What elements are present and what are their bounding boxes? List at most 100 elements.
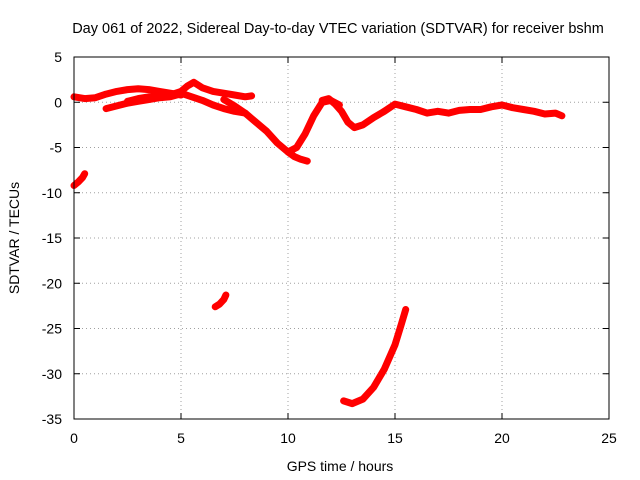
y-tick-label: -5 xyxy=(50,140,63,156)
data-point xyxy=(232,103,237,108)
data-point xyxy=(559,113,564,118)
grid xyxy=(74,57,609,419)
data-point xyxy=(294,145,299,150)
x-tick-label: 15 xyxy=(387,430,403,446)
data-point xyxy=(399,322,404,326)
data-point xyxy=(104,106,109,111)
x-tick-label: 5 xyxy=(177,430,185,446)
data-point xyxy=(213,304,218,309)
data-point xyxy=(146,87,151,92)
data-point xyxy=(249,93,254,98)
data-point xyxy=(305,159,310,164)
x-tick-label: 20 xyxy=(494,430,510,446)
data-point xyxy=(264,129,269,134)
data-point xyxy=(352,125,357,130)
data-point xyxy=(510,105,515,110)
y-tick-label: -20 xyxy=(42,275,62,291)
data-point xyxy=(136,86,141,91)
data-point xyxy=(157,94,162,99)
series-arc-5 xyxy=(220,96,311,165)
data-point xyxy=(292,154,297,159)
data-point xyxy=(345,120,350,125)
data-point xyxy=(221,297,226,302)
data-point xyxy=(76,179,81,184)
data-point xyxy=(243,111,248,116)
data-point xyxy=(371,385,376,390)
data-point xyxy=(189,94,194,99)
data-point xyxy=(339,109,344,114)
data-point xyxy=(521,107,526,112)
data-point xyxy=(136,96,141,101)
data-point xyxy=(350,401,355,406)
data-point xyxy=(457,108,462,113)
data-point xyxy=(211,103,216,107)
data-point xyxy=(114,89,119,94)
data-point xyxy=(403,307,408,312)
data-point xyxy=(253,120,258,125)
data-point xyxy=(446,111,451,116)
x-tick-label: 10 xyxy=(280,430,296,446)
data-point xyxy=(532,109,537,114)
data-point xyxy=(371,115,376,120)
x-tick-label: 25 xyxy=(601,430,617,446)
data-point xyxy=(298,157,303,162)
data-point xyxy=(382,109,387,114)
data-point xyxy=(104,92,109,97)
data-point xyxy=(360,397,365,402)
data-point xyxy=(200,98,205,103)
data-point xyxy=(478,107,483,112)
data-point xyxy=(179,91,183,96)
x-tick-label: 0 xyxy=(70,430,78,446)
data-point xyxy=(125,87,130,92)
data-point xyxy=(191,80,196,85)
data-point xyxy=(217,302,222,307)
data-point xyxy=(333,102,338,107)
data-point xyxy=(341,398,346,403)
y-tick-label: -25 xyxy=(42,321,62,337)
data-point xyxy=(157,89,162,94)
data-point xyxy=(393,342,397,347)
y-axis-label: SDTVAR / TECUs xyxy=(6,182,22,294)
data-point xyxy=(425,111,430,116)
data-point xyxy=(82,171,87,176)
data-point xyxy=(125,99,130,104)
data-point xyxy=(542,112,547,116)
y-tick-label: 5 xyxy=(54,49,62,65)
data-point xyxy=(500,103,504,107)
data-point xyxy=(467,107,472,112)
data-point xyxy=(382,367,387,372)
data-point xyxy=(311,113,316,118)
data-point xyxy=(93,95,98,100)
tick-labels: 0 5 10 15 20 25 5 0 -5 -10 -15 -20 -25 -30 -35 xyxy=(42,49,617,446)
data-point xyxy=(489,104,494,109)
data-point xyxy=(114,103,119,108)
series-arc-6 xyxy=(284,96,343,156)
y-tick-label: -30 xyxy=(42,366,62,382)
data-layer xyxy=(70,78,566,408)
data-point xyxy=(403,104,408,109)
series-arc-9 xyxy=(211,291,230,311)
series-arc-7 xyxy=(318,95,566,132)
data-point xyxy=(200,85,205,90)
data-point xyxy=(303,131,308,136)
y-tick-label: -15 xyxy=(42,230,62,246)
data-point xyxy=(414,107,419,112)
data-point xyxy=(320,98,325,103)
data-point xyxy=(435,109,440,114)
y-tick-label: 0 xyxy=(54,94,62,110)
y-tick-label: -35 xyxy=(42,411,62,427)
y-tick-label: -10 xyxy=(42,185,62,201)
data-point xyxy=(232,93,237,97)
data-point xyxy=(211,89,216,94)
data-point xyxy=(146,94,151,99)
series-arc-10 xyxy=(340,306,410,408)
data-point xyxy=(326,96,331,101)
data-point xyxy=(223,293,228,297)
data-point xyxy=(275,141,280,145)
ticks xyxy=(73,56,610,420)
data-point xyxy=(185,84,190,88)
data-point xyxy=(553,111,558,116)
data-point xyxy=(80,175,85,180)
series-arc-8 xyxy=(70,170,89,189)
